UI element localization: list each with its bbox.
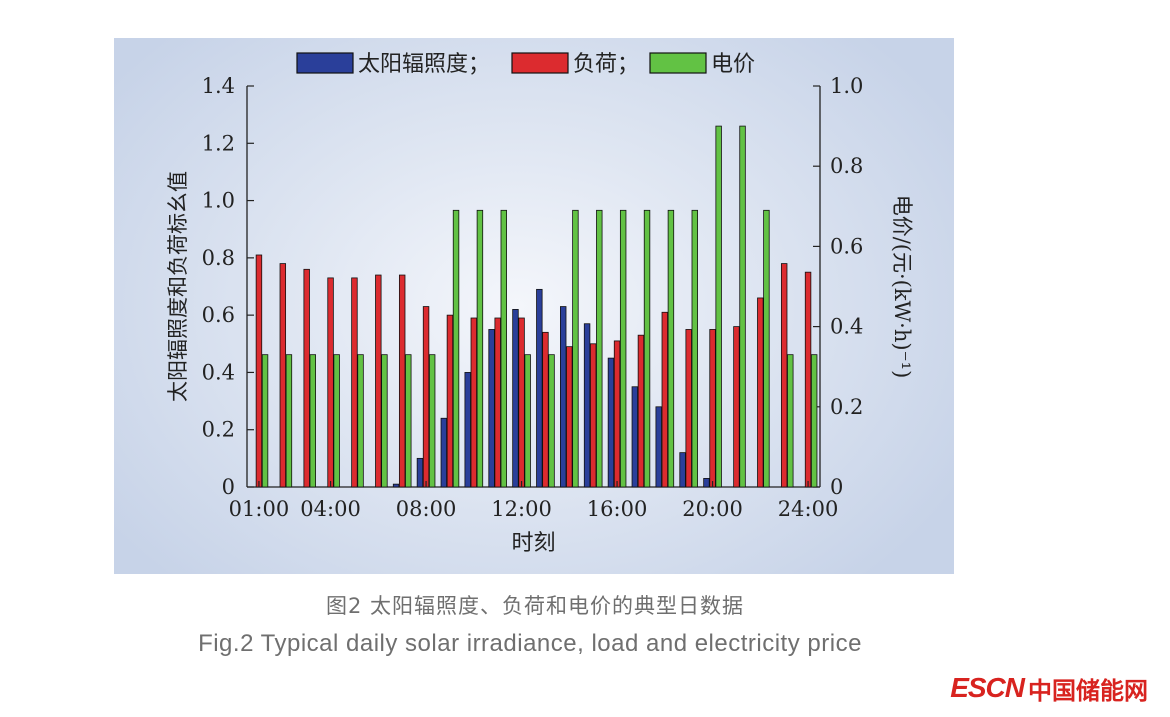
bar-electricity-price [452,209,460,488]
bar-electricity-price [333,354,340,488]
bar-electricity-price [428,354,436,488]
bar-load [375,274,382,488]
watermark-cn-text: 中国储能网 [1028,677,1148,705]
bar-load [637,334,645,488]
bar-solar-irradiance [392,483,400,488]
x-tick-label: 12:00 [491,497,552,521]
bar-electricity-price [763,209,770,488]
plot-panel: 0 0.2 0.4 0.6 0.8 1.0 1.2 1.4 0 0.2 0.4 0.6 0.8 1.0 01… [114,38,954,574]
left-y-tick-label: 1.2 [202,131,235,155]
x-axis-label: 时刻 [511,531,555,556]
bar-solar-irradiance [536,288,543,488]
bar-electricity-price [261,354,269,488]
bar-solar-irradiance [583,323,591,488]
x-tick-label: 16:00 [587,497,648,521]
bar-electricity-price [810,354,818,488]
legend-label-electricity-price: 电价 [711,52,755,77]
bar-electricity-price [309,354,316,488]
bar-electricity-price [739,125,746,488]
bar-load [422,306,430,488]
bar-solar-irradiance [512,309,519,488]
bar-electricity-price [667,209,675,488]
right-y-tick-label: 0.8 [830,154,863,178]
right-y-tick-label: 0.4 [830,315,863,339]
bar-solar-irradiance [679,452,686,488]
bar-electricity-price [524,354,531,488]
bar-solar-irradiance [703,478,710,488]
legend-swatch-load [511,52,569,74]
bar-electricity-price [572,209,579,488]
left-y-tick-label: 0.2 [202,418,235,442]
bar-load [589,343,597,488]
bar-solar-irradiance [488,329,495,488]
bar-load [733,326,740,488]
bar-electricity-price [500,209,507,488]
bar-electricity-price [476,209,484,488]
bar-load [661,311,669,488]
bar-load [255,254,263,488]
escn-watermark-logo: ESCN 中国储能网 [950,671,1148,705]
bar-electricity-price [691,209,698,488]
bar-load [685,329,692,488]
x-tick-label: 08:00 [396,497,457,521]
left-y-tick-label: 0 [222,475,235,499]
bar-solar-irradiance [440,417,448,488]
watermark-escn-text: ESCN [950,672,1025,703]
right-y-tick-label: 0.2 [830,395,863,419]
bar-electricity-price [643,209,651,488]
bar-load [542,331,549,488]
x-tick-label: 01:00 [229,497,290,521]
right-y-tick-label: 0 [830,475,843,499]
left-y-tick-label: 0.6 [202,303,235,327]
figure-caption-english: Fig.2 Typical daily solar irradiance, lo… [198,630,862,657]
bar-electricity-price [405,354,412,488]
legend-swatch-solar-irradiance [296,52,354,74]
bar-load [351,277,358,488]
bar-solar-irradiance [560,306,567,488]
left-y-tick-label: 1.4 [202,74,235,98]
legend-label-solar-irradiance: 太阳辐照度； [358,52,490,77]
x-tick-label: 20:00 [682,497,743,521]
bar-electricity-price [357,354,364,488]
bar-load [470,317,478,488]
bar-solar-irradiance [416,457,424,488]
bar-load [757,297,764,488]
left-y-tick-label: 0.4 [202,360,235,384]
bar-solar-irradiance [631,386,639,488]
bar-load [613,340,621,488]
legend-label-load: 负荷； [573,52,639,77]
x-tick-label: 24:00 [778,497,839,521]
bar-load [279,263,287,488]
bar-solar-irradiance [607,357,615,488]
bar-load [780,263,788,488]
x-tick-label: 04:00 [300,497,361,521]
chart: 0 0.2 0.4 0.6 0.8 1.0 1.2 1.4 0 0.2 0.4 0.6 0.8 1.0 01… [166,52,914,556]
left-y-tick-label: 0.8 [202,246,235,270]
bar-electricity-price [715,125,722,488]
bar-load [709,329,716,488]
bar-solar-irradiance [464,372,471,488]
bar-load [446,314,454,488]
right-y-axis-label: 电价/(元·(kW·h)⁻¹) [890,195,914,379]
bar-load [494,317,501,488]
bar-solar-irradiance [655,406,662,488]
bar-load [518,317,525,488]
legend-swatch-electricity-price [649,52,707,74]
bar-load [804,271,812,488]
left-y-axis-label: 太阳辐照度和负荷标幺值 [166,171,190,402]
bar-electricity-price [285,354,293,488]
bar-load [303,268,310,488]
bar-electricity-price [619,209,627,488]
bar-load [566,346,573,488]
bar-load [398,274,406,488]
bar-electricity-price [787,354,794,488]
bar-electricity-price [381,354,388,488]
figure-caption-chinese: 图2 太阳辐照度、负荷和电价的典型日数据 [325,594,745,618]
bar-load [327,277,334,488]
left-y-tick-label: 1.0 [202,189,235,213]
bar-electricity-price [548,354,555,488]
bar-electricity-price [596,209,603,488]
right-y-tick-label: 0.6 [830,234,863,258]
right-y-tick-label: 1.0 [830,74,863,98]
